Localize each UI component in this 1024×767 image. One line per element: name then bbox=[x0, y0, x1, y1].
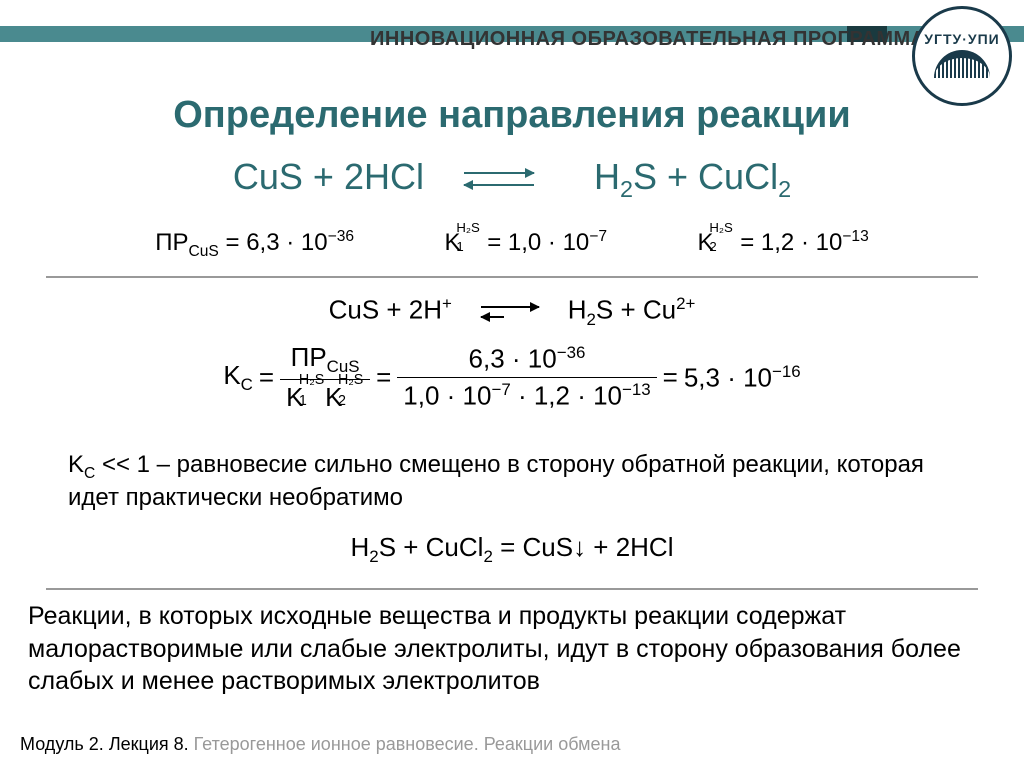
kc-frac-numeric: 6,3 · 10−36 1,0 · 10−7 · 1,2 · 10−13 bbox=[397, 343, 656, 411]
conclusion-text-1: KC << 1 – равновесие сильно смещено в ст… bbox=[68, 450, 974, 513]
k2-constant: KH₂S2 = 1,2 · 10−13 bbox=[698, 228, 869, 261]
k1-constant: KH₂S1 = 1,0 · 10−7 bbox=[445, 228, 608, 261]
kc-frac-symbolic: ПРCuS KH₂S1 KH₂S2 bbox=[280, 342, 370, 413]
slide-title: Определение направления реакции bbox=[0, 94, 1024, 137]
sp-constant: ПРCuS = 6,3 · 10−36 bbox=[155, 228, 354, 261]
final-equation: H2S + CuCl2 = CuS↓ + 2HCl bbox=[0, 532, 1024, 567]
divider-1 bbox=[46, 276, 978, 278]
logo-building-icon bbox=[934, 50, 990, 78]
program-title: ИННОВАЦИОННАЯ ОБРАЗОВАТЕЛЬНАЯ ПРОГРАММА bbox=[370, 28, 926, 51]
reversible-arrow-small-icon bbox=[481, 306, 539, 318]
kc-equation: KC = ПРCuS KH₂S1 KH₂S2 = 6,3 · 10−36 1,0… bbox=[0, 342, 1024, 413]
footer: Модуль 2. Лекция 8. Гетерогенное ионное … bbox=[20, 734, 621, 755]
logo-text: УГТУ·УПИ bbox=[924, 32, 999, 47]
kc-lhs: KC bbox=[223, 360, 253, 395]
main-equation: CuS + 2HCl H2S + CuCl2 bbox=[0, 156, 1024, 203]
divider-2 bbox=[46, 588, 978, 590]
footer-topic: Гетерогенное ионное равновесие. Реакции … bbox=[189, 734, 621, 754]
conclusion-text-2: Реакции, в которых исходные вещества и п… bbox=[28, 600, 994, 698]
constants-row: ПРCuS = 6,3 · 10−36 KH₂S1 = 1,0 · 10−7 K… bbox=[0, 228, 1024, 261]
kc-result: 5,3 · 10−16 bbox=[684, 362, 801, 394]
ionic-equation: CuS + 2H+ H2S + Cu2+ bbox=[0, 294, 1024, 330]
university-logo: УГТУ·УПИ bbox=[912, 6, 1012, 106]
footer-module: Модуль 2. Лекция 8. bbox=[20, 734, 189, 754]
eq-right: H2S + CuCl2 bbox=[594, 156, 791, 197]
eq-left: CuS + 2HCl bbox=[233, 156, 424, 197]
reversible-arrow-icon bbox=[464, 172, 534, 186]
